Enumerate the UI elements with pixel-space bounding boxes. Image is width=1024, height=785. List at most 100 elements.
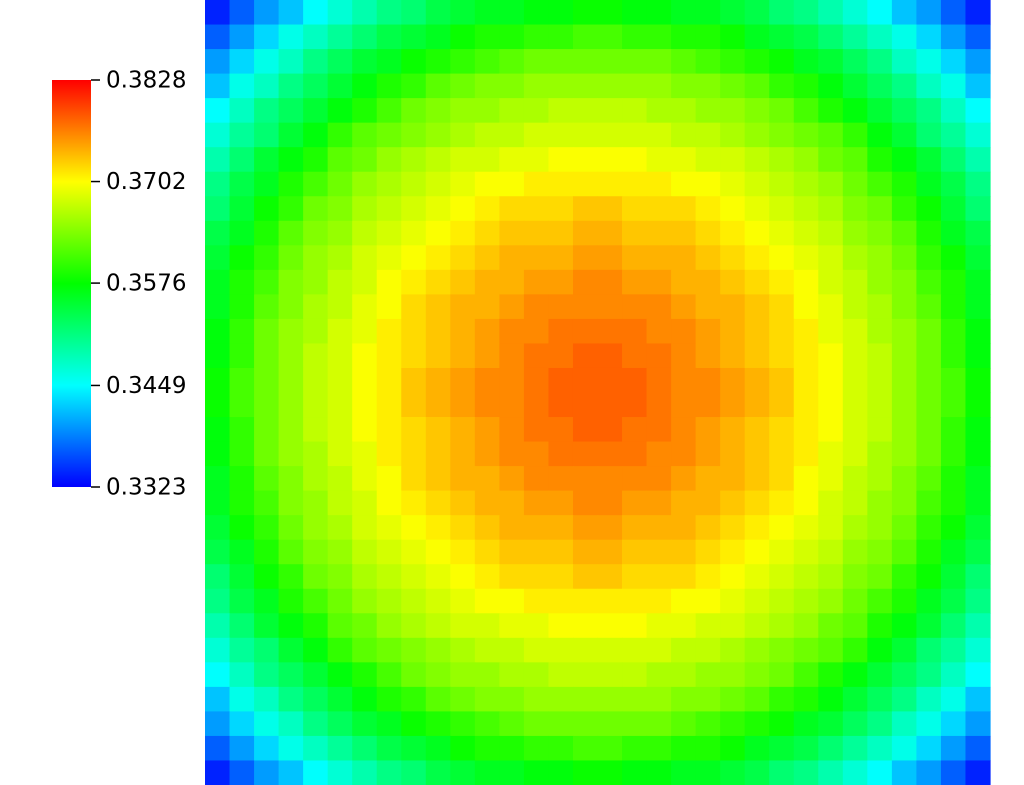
heatmap-cell — [327, 466, 353, 492]
heatmap-cell — [769, 0, 795, 26]
heatmap-cell — [891, 269, 918, 295]
heatmap-cell — [352, 294, 378, 320]
heatmap-cell — [818, 539, 844, 565]
heatmap-cell — [744, 171, 770, 197]
heatmap-cell — [229, 49, 255, 75]
heatmap-cell — [818, 613, 844, 639]
heatmap-cell — [720, 122, 746, 148]
heatmap-cell — [744, 98, 770, 124]
heatmap-cell — [401, 171, 427, 197]
heatmap-cell — [303, 417, 329, 443]
heatmap-cell — [450, 49, 476, 75]
heatmap-cell — [744, 613, 770, 639]
colorbar-gradient — [52, 80, 91, 487]
heatmap-cell — [769, 171, 795, 197]
heatmap-cell — [842, 269, 868, 295]
heatmap-cell — [572, 490, 599, 516]
heatmap-cell — [646, 294, 672, 320]
heatmap-cell — [523, 441, 550, 467]
heatmap-cell — [523, 637, 550, 663]
heatmap-cell — [597, 343, 623, 369]
heatmap-cell — [818, 367, 844, 394]
heatmap-cell — [523, 417, 550, 443]
heatmap-cell — [278, 686, 304, 713]
heatmap-cell — [695, 171, 721, 197]
heatmap-cell — [229, 564, 255, 590]
heatmap-cell — [303, 686, 329, 713]
heatmap-cell — [229, 392, 255, 418]
heatmap-cell — [450, 417, 476, 443]
heatmap-cell — [278, 662, 304, 688]
heatmap-cell — [695, 686, 721, 713]
heatmap-cell — [671, 294, 697, 320]
heatmap-cell — [744, 0, 770, 26]
heatmap-cell — [720, 98, 746, 124]
heatmap-cell — [474, 392, 500, 418]
heatmap-cell — [401, 760, 427, 785]
heatmap-cell — [303, 490, 329, 516]
heatmap-cell — [867, 711, 893, 737]
heatmap-cell — [229, 613, 255, 639]
heatmap-cell — [891, 588, 918, 614]
heatmap-cell — [254, 637, 280, 663]
heatmap-cell — [671, 662, 697, 688]
heatmap-cell — [303, 98, 329, 124]
heatmap-cell — [425, 98, 451, 124]
heatmap-cell — [327, 588, 353, 614]
heatmap-cell — [891, 392, 918, 418]
heatmap-cell — [278, 171, 304, 197]
heatmap-cell — [474, 294, 500, 320]
heatmap-cell — [352, 760, 378, 785]
heatmap-cell — [376, 49, 402, 75]
heatmap-cell — [916, 171, 942, 197]
heatmap-cell — [572, 24, 599, 50]
heatmap-cell — [793, 49, 819, 75]
heatmap-cell — [401, 269, 427, 295]
heatmap-cell — [940, 294, 967, 320]
heatmap-cell — [499, 515, 525, 541]
heatmap-cell — [425, 515, 451, 541]
heatmap-cell — [499, 637, 525, 663]
heatmap-cell — [401, 613, 427, 639]
heatmap-cell — [891, 196, 918, 222]
heatmap-cell — [622, 343, 648, 369]
heatmap-cell — [940, 73, 967, 99]
heatmap-cell — [940, 564, 967, 590]
heatmap-cell — [523, 0, 550, 26]
heatmap-cell — [425, 73, 451, 99]
heatmap-cell — [254, 417, 280, 443]
heatmap-cell — [695, 49, 721, 75]
heatmap-cell — [622, 73, 648, 99]
heatmap-cell — [229, 539, 255, 565]
heatmap-cell — [474, 367, 500, 394]
colorbar-tick-label: 0.3828 — [106, 68, 186, 94]
heatmap-cell — [793, 564, 819, 590]
heatmap-cell — [597, 294, 623, 320]
heatmap-cell — [671, 490, 697, 516]
heatmap-cell — [401, 588, 427, 614]
heatmap-cell — [867, 49, 893, 75]
heatmap-cell — [523, 760, 550, 785]
heatmap-cell — [376, 760, 402, 785]
heatmap-cell — [572, 98, 599, 124]
heatmap-cell — [376, 662, 402, 688]
heatmap-cell — [229, 73, 255, 99]
heatmap-cell — [278, 588, 304, 614]
heatmap-cell — [695, 515, 721, 541]
heatmap-cell — [891, 515, 918, 541]
heatmap-cell — [303, 735, 329, 762]
heatmap-cell — [622, 49, 648, 75]
heatmap-cell — [671, 122, 697, 148]
heatmap-cell — [425, 417, 451, 443]
heatmap-cell — [695, 760, 721, 785]
heatmap-cell — [499, 220, 525, 246]
heatmap-cell — [205, 735, 231, 762]
heatmap-cell — [376, 147, 402, 173]
heatmap-cell — [720, 637, 746, 663]
heatmap-cell — [818, 49, 844, 75]
heatmap-cell — [671, 564, 697, 590]
heatmap-cell — [867, 171, 893, 197]
heatmap-cell — [940, 367, 967, 394]
heatmap-cell — [646, 73, 672, 99]
